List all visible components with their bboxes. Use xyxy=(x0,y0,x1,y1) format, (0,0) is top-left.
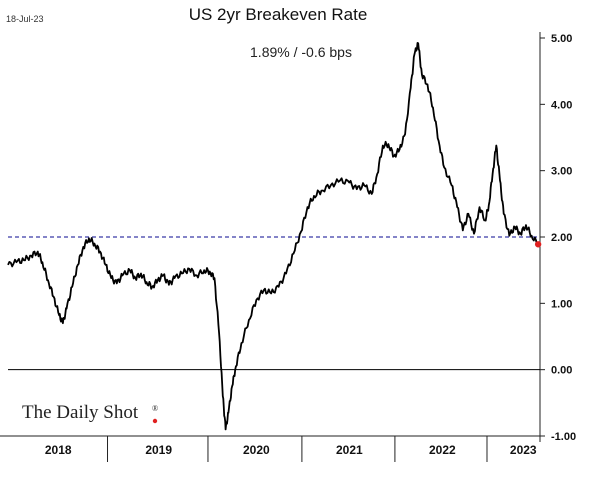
date-stamp: 18-Jul-23 xyxy=(6,14,44,24)
y-tick-label: -1.00 xyxy=(551,431,576,443)
y-tick-label: 5.00 xyxy=(551,33,572,45)
y-tick-label: 3.00 xyxy=(551,166,572,178)
y-tick-label: 4.00 xyxy=(551,99,572,111)
x-tick-label: 2018 xyxy=(45,443,72,457)
x-tick-label: 2021 xyxy=(336,443,363,457)
logo-dot xyxy=(152,418,158,424)
y-tick-label: 1.00 xyxy=(551,298,572,310)
logo: The Daily Shot ® xyxy=(22,402,158,424)
x-tick-label: 2023 xyxy=(510,443,537,457)
series-line xyxy=(7,42,539,431)
latest-value-annotation: 1.89% / -0.6 bps xyxy=(250,44,352,60)
logo-registered-mark: ® xyxy=(152,404,158,413)
logo-text: The Daily Shot xyxy=(22,402,139,423)
chart-title: US 2yr Breakeven Rate xyxy=(189,5,368,24)
x-tick-label: 2019 xyxy=(145,443,172,457)
series-layer xyxy=(7,42,542,431)
x-tick-label: 2022 xyxy=(429,443,456,457)
last-point-marker xyxy=(534,241,542,248)
axes-layer: 5.00 4.00 3.00 2.00 1.00 0.00 -1.00 2018 2019 202… xyxy=(0,32,576,462)
y-tick-label: 2.00 xyxy=(551,232,572,244)
y-tick-label: 0.00 xyxy=(551,365,572,377)
x-tick-label: 2020 xyxy=(243,443,270,457)
